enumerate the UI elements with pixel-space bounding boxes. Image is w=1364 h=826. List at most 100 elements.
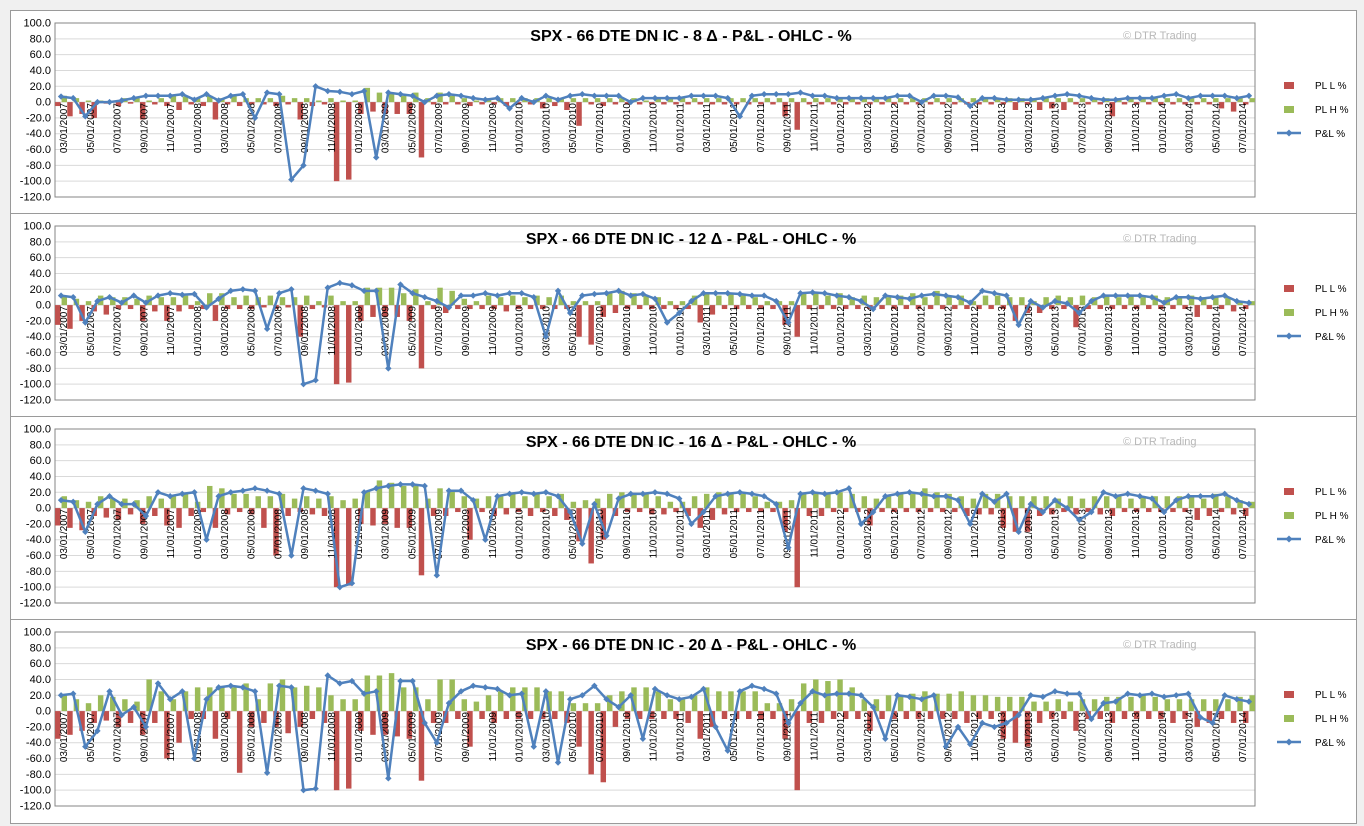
pnl-point: [639, 490, 647, 498]
bar-pl-high: [194, 98, 201, 103]
bar-pl-high: [231, 687, 237, 712]
bar-pl-low: [661, 305, 667, 310]
x-tick-label: 09/01/2013: [1104, 306, 1115, 356]
bar-pl-high: [1128, 696, 1134, 712]
bar-pl-low: [309, 711, 316, 719]
bar-pl-low: [236, 711, 243, 773]
x-tick-label: 11/01/2013: [1131, 306, 1142, 356]
x-tick-label: 03/01/2007: [59, 712, 70, 762]
bar-pl-high: [1225, 496, 1231, 509]
pnl-point: [724, 94, 731, 102]
pnl-point: [227, 92, 234, 99]
pnl-point: [1124, 490, 1131, 498]
bar-pl-high: [279, 679, 286, 712]
pnl-point: [336, 88, 344, 96]
bar-pl-low: [552, 508, 558, 516]
x-tick-label: 01/01/2008: [193, 509, 204, 559]
bar-pl-low: [770, 711, 776, 719]
bar-pl-high: [643, 100, 649, 103]
pnl-point: [348, 282, 356, 289]
x-tick-label: 05/01/2012: [890, 712, 901, 762]
x-tick-label: 07/01/2007: [113, 103, 124, 153]
bar-pl-low: [358, 711, 364, 731]
bar-pl-low: [564, 508, 570, 520]
pnl-point: [676, 94, 683, 102]
bar-pl-high: [497, 297, 504, 306]
pnl-point: [118, 97, 125, 104]
bar-pl-high: [800, 493, 807, 509]
bar-pl-low: [952, 102, 958, 105]
bar-pl-low: [333, 508, 340, 588]
x-tick-label: 09/01/2008: [300, 103, 311, 153]
x-tick-label: 07/01/2008: [273, 103, 284, 153]
bar-pl-high: [716, 295, 722, 306]
x-tick-label: 03/01/2011: [702, 103, 713, 153]
x-tick-label: 01/01/2012: [836, 712, 847, 762]
bar-pl-low: [1206, 711, 1213, 723]
bar-pl-high: [134, 298, 140, 306]
bar-pl-high: [861, 699, 868, 712]
bar-pl-low: [515, 711, 522, 719]
bar-pl-high: [170, 297, 177, 306]
pnl-point: [1173, 496, 1180, 504]
x-tick-label: 05/01/2010: [568, 103, 579, 153]
bar-pl-low: [964, 508, 970, 516]
bar-pl-low: [176, 102, 182, 110]
pnl-point: [579, 90, 586, 98]
bar-pl-low: [1242, 102, 1249, 105]
bar-pl-high: [1237, 500, 1243, 509]
bar-pl-high: [1188, 295, 1195, 306]
bar-pl-high: [679, 98, 686, 103]
bar-pl-low: [346, 102, 352, 180]
bar-pl-low: [636, 102, 643, 105]
bar-pl-high: [1079, 699, 1086, 712]
x-tick-label: 03/01/2009: [381, 509, 392, 559]
bar-pl-low: [55, 305, 61, 325]
bar-pl-high: [1225, 297, 1231, 306]
pnl-point: [360, 690, 368, 697]
x-tick-label: 03/01/2014: [1185, 306, 1196, 356]
x-tick-label: 07/01/2013: [1077, 306, 1088, 356]
bar-pl-high: [61, 95, 68, 103]
pnl-point: [69, 293, 77, 301]
bar-pl-high: [922, 297, 928, 306]
bar-pl-high: [1116, 297, 1122, 306]
x-tick-label: 05/01/2011: [729, 306, 740, 356]
pnl-point: [627, 490, 634, 498]
x-tick-label: 05/01/2014: [1211, 712, 1222, 762]
bar-pl-low: [733, 711, 740, 719]
pnl-point: [385, 775, 392, 782]
x-tick-label: 09/01/2010: [622, 306, 633, 356]
x-tick-label: 09/01/2013: [1104, 103, 1115, 153]
bar-pl-low: [697, 102, 703, 105]
x-tick-label: 07/01/2013: [1077, 712, 1088, 762]
x-tick-label: 09/01/2007: [139, 306, 150, 356]
bar-pl-high: [800, 293, 807, 306]
bar-pl-high: [1188, 496, 1195, 509]
pnl-point: [966, 102, 974, 110]
bar-pl-low: [1206, 508, 1213, 516]
bar-pl-high: [1152, 98, 1158, 103]
bar-pl-high: [1128, 498, 1134, 509]
bar-pl-high: [194, 301, 201, 306]
bar-pl-low: [758, 305, 764, 310]
chart-8-delta: 100.0 80.0 60.0 40.0 20.0 0.0 -20.0 -40.0 -60.0 -…: [20, 18, 1349, 204]
bar-pl-low: [1158, 305, 1164, 310]
pnl-point: [433, 92, 441, 99]
pnl-point: [239, 286, 247, 293]
pnl-point: [251, 287, 259, 295]
pnl-point: [1124, 94, 1131, 102]
x-tick-label: 03/01/2009: [381, 712, 392, 762]
bar-pl-low: [200, 305, 207, 310]
bar-pl-high: [158, 297, 164, 306]
legend-label-pnl: P&L %: [1315, 738, 1345, 749]
bar-pl-high: [1043, 297, 1049, 306]
pnl-point: [1015, 321, 1022, 329]
pnl-point: [979, 287, 986, 295]
bar-pl-low: [127, 305, 134, 310]
pnl-point: [421, 293, 428, 301]
bar-pl-low: [1133, 102, 1140, 105]
x-tick-label: 01/01/2011: [675, 712, 686, 762]
bar-pl-low: [139, 305, 146, 321]
bar-pl-high: [158, 98, 164, 103]
